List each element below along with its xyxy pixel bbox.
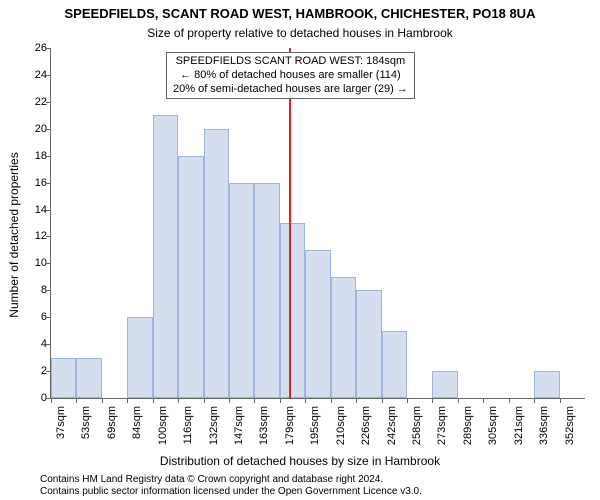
x-tick-mark bbox=[127, 398, 128, 403]
histogram-bar bbox=[51, 358, 76, 398]
x-tick-mark bbox=[178, 398, 179, 403]
chart-title-line1: SPEEDFIELDS, SCANT ROAD WEST, HAMBROOK, … bbox=[0, 6, 600, 21]
x-tick-label: 336sqm bbox=[538, 406, 550, 445]
y-tick-label: 16 bbox=[19, 177, 47, 189]
x-tick-mark bbox=[356, 398, 357, 403]
x-tick-label: 116sqm bbox=[182, 406, 194, 444]
y-tick-mark bbox=[46, 129, 51, 130]
x-tick-mark bbox=[407, 398, 408, 403]
y-tick-mark bbox=[46, 236, 51, 237]
y-tick-label: 8 bbox=[19, 284, 47, 296]
y-tick-label: 10 bbox=[19, 257, 47, 269]
histogram-bar bbox=[356, 290, 381, 398]
y-tick-label: 12 bbox=[19, 230, 47, 242]
x-tick-mark bbox=[331, 398, 332, 403]
histogram-bar bbox=[331, 277, 356, 398]
y-tick-label: 2 bbox=[19, 365, 47, 377]
x-tick-mark bbox=[534, 398, 535, 403]
x-tick-label: 53sqm bbox=[80, 406, 92, 439]
y-tick-mark bbox=[46, 183, 51, 184]
histogram-bar bbox=[229, 183, 254, 398]
histogram-bar bbox=[305, 250, 330, 398]
x-tick-mark bbox=[458, 398, 459, 403]
x-tick-label: 226sqm bbox=[360, 406, 372, 445]
x-tick-label: 163sqm bbox=[258, 406, 270, 445]
histogram-bar bbox=[153, 115, 178, 398]
x-axis-label: Distribution of detached houses by size … bbox=[0, 454, 600, 468]
x-tick-label: 258sqm bbox=[411, 406, 423, 445]
y-tick-mark bbox=[46, 75, 51, 76]
y-tick-label: 20 bbox=[19, 123, 47, 135]
x-tick-mark bbox=[229, 398, 230, 403]
x-tick-label: 132sqm bbox=[208, 406, 220, 445]
plot-area: 0246810121416182022242637sqm53sqm69sqm84… bbox=[50, 48, 585, 399]
y-tick-label: 6 bbox=[19, 311, 47, 323]
histogram-bar bbox=[432, 371, 457, 398]
x-tick-label: 69sqm bbox=[106, 406, 118, 439]
x-tick-label: 37sqm bbox=[55, 406, 67, 439]
y-tick-mark bbox=[46, 102, 51, 103]
x-tick-label: 147sqm bbox=[233, 406, 245, 445]
chart-footer: Contains HM Land Registry data © Crown c… bbox=[40, 474, 590, 498]
footer-line2: Contains public sector information licen… bbox=[40, 486, 590, 498]
x-tick-mark bbox=[102, 398, 103, 403]
x-tick-label: 195sqm bbox=[309, 406, 321, 445]
x-tick-mark bbox=[204, 398, 205, 403]
x-tick-label: 305sqm bbox=[487, 406, 499, 445]
x-tick-mark bbox=[254, 398, 255, 403]
histogram-bar bbox=[382, 331, 407, 398]
annotation-line3: 20% of semi-detached houses are larger (… bbox=[173, 83, 408, 97]
y-tick-label: 18 bbox=[19, 150, 47, 162]
x-tick-label: 273sqm bbox=[436, 406, 448, 445]
x-tick-mark bbox=[560, 398, 561, 403]
histogram-bar bbox=[204, 129, 229, 398]
x-tick-mark bbox=[76, 398, 77, 403]
x-tick-mark bbox=[483, 398, 484, 403]
y-tick-mark bbox=[46, 156, 51, 157]
annotation-line2: ← 80% of detached houses are smaller (11… bbox=[173, 69, 408, 83]
x-tick-mark bbox=[153, 398, 154, 403]
x-tick-mark bbox=[509, 398, 510, 403]
chart-title-line2: Size of property relative to detached ho… bbox=[0, 26, 600, 40]
annotation-line1: SPEEDFIELDS SCANT ROAD WEST: 184sqm bbox=[173, 55, 408, 69]
y-tick-mark bbox=[46, 210, 51, 211]
histogram-bar bbox=[76, 358, 101, 398]
histogram-bar bbox=[534, 371, 559, 398]
x-tick-mark bbox=[432, 398, 433, 403]
x-tick-label: 84sqm bbox=[131, 406, 143, 439]
x-tick-label: 179sqm bbox=[284, 406, 296, 445]
histogram-bar bbox=[127, 317, 152, 398]
reference-line bbox=[289, 48, 291, 398]
x-tick-mark bbox=[305, 398, 306, 403]
y-tick-label: 26 bbox=[19, 42, 47, 54]
histogram-bar bbox=[178, 156, 203, 398]
x-tick-mark bbox=[280, 398, 281, 403]
x-tick-label: 242sqm bbox=[386, 406, 398, 445]
x-tick-label: 321sqm bbox=[513, 406, 525, 445]
x-tick-label: 289sqm bbox=[462, 406, 474, 445]
x-tick-label: 352sqm bbox=[564, 406, 576, 445]
x-tick-label: 210sqm bbox=[335, 406, 347, 445]
x-tick-mark bbox=[51, 398, 52, 403]
y-tick-mark bbox=[46, 344, 51, 345]
x-tick-label: 100sqm bbox=[157, 406, 169, 445]
y-tick-label: 14 bbox=[19, 204, 47, 216]
y-tick-mark bbox=[46, 317, 51, 318]
footer-line1: Contains HM Land Registry data © Crown c… bbox=[40, 474, 590, 486]
y-tick-mark bbox=[46, 48, 51, 49]
y-tick-label: 0 bbox=[19, 392, 47, 404]
x-tick-mark bbox=[382, 398, 383, 403]
y-tick-label: 4 bbox=[19, 338, 47, 350]
annotation-box: SPEEDFIELDS SCANT ROAD WEST: 184sqm← 80%… bbox=[166, 52, 415, 99]
y-tick-label: 22 bbox=[19, 96, 47, 108]
histogram-chart: SPEEDFIELDS, SCANT ROAD WEST, HAMBROOK, … bbox=[0, 0, 600, 500]
histogram-bar bbox=[280, 223, 305, 398]
y-tick-mark bbox=[46, 263, 51, 264]
y-tick-label: 24 bbox=[19, 69, 47, 81]
histogram-bar bbox=[254, 183, 279, 398]
y-tick-mark bbox=[46, 290, 51, 291]
